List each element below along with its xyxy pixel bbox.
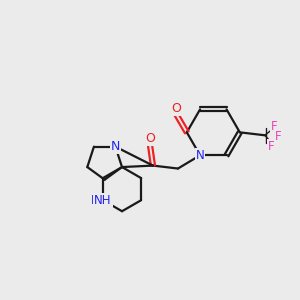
Text: F: F: [275, 130, 282, 143]
Text: NH: NH: [94, 194, 112, 207]
Text: F: F: [268, 140, 275, 153]
Text: O: O: [172, 102, 182, 115]
Text: O: O: [145, 132, 155, 145]
Text: N: N: [196, 149, 204, 162]
Text: F: F: [271, 120, 278, 133]
Text: N: N: [111, 140, 120, 153]
Text: NH: NH: [91, 194, 109, 207]
